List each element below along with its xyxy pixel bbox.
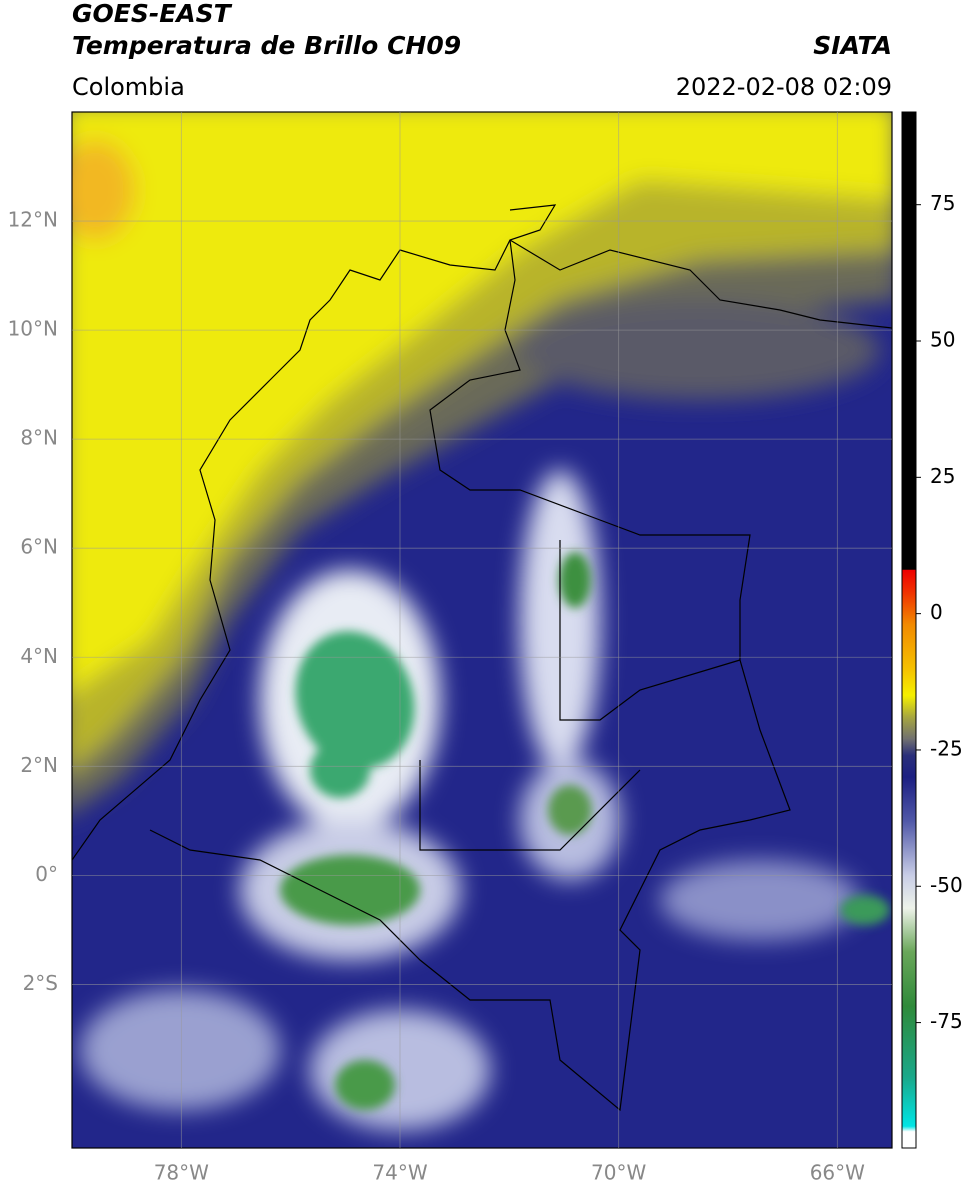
colorbar-tick-label: 50	[930, 328, 955, 352]
colorbar-tick-label: -25	[930, 736, 963, 760]
x-tick-label: 78°W	[154, 1161, 209, 1185]
subtitle: Temperatura de Brillo CH09	[72, 31, 461, 60]
x-tick-label: 66°W	[810, 1161, 865, 1185]
y-tick-label: 12°N	[8, 208, 58, 232]
colorbar-tick-label: 0	[930, 600, 943, 624]
colorbar	[901, 111, 917, 1149]
y-tick-label: 2°N	[20, 753, 58, 777]
map-frame	[71, 111, 893, 1149]
colorbar-tick-label: -50	[930, 873, 963, 897]
y-tick-label: 6°N	[20, 535, 58, 559]
y-tick-label: 8°N	[20, 426, 58, 450]
x-tick-label: 70°W	[591, 1161, 646, 1185]
title: GOES-EAST	[72, 0, 233, 28]
y-tick-label: 4°N	[20, 644, 58, 668]
source: SIATA	[813, 31, 892, 60]
y-tick-label: 0°	[35, 862, 58, 886]
region: Colombia	[72, 73, 185, 101]
datetime: 2022-02-08 02:09	[676, 73, 892, 101]
satellite-image	[72, 112, 892, 1148]
colorbar-tick-label: -75	[930, 1009, 963, 1033]
colorbar-tick-label: 25	[930, 464, 955, 488]
y-tick-label: 10°N	[8, 317, 58, 341]
colorbar-tick-label: 75	[930, 191, 955, 215]
x-tick-label: 74°W	[372, 1161, 427, 1185]
y-tick-label: 2°S	[23, 971, 58, 995]
